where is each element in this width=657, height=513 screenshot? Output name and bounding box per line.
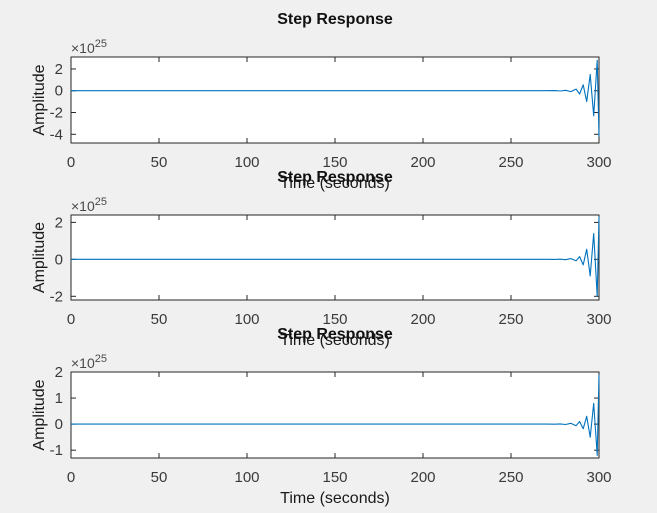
subplot-3-xtick-label: 50 xyxy=(151,469,168,486)
subplot-3-series-line xyxy=(71,374,600,456)
subplot-3-ytick-label: -1 xyxy=(50,442,63,459)
subplot-1-xtick-label: 50 xyxy=(151,154,168,171)
subplot-3-xtick-label: 150 xyxy=(322,469,347,486)
subplot-2-ytick-label: 2 xyxy=(55,214,63,231)
subplot-2-exponent-power: 25 xyxy=(95,196,107,208)
subplot-2-title: Step Response xyxy=(277,169,393,186)
subplot-1-xtick-label: 100 xyxy=(234,154,259,171)
subplot-3-ytick-label: 2 xyxy=(55,364,63,381)
subplot-2-exponent-base: ×10 xyxy=(71,198,95,214)
subplot-3-xtick-label: 0 xyxy=(67,469,75,486)
subplot-2-ytick-label: -2 xyxy=(50,288,63,305)
subplot-1-marks: 0 50 100 150 200 250 300 -4 -2 0 2 xyxy=(50,57,612,171)
subplot-1-exponent-power: 25 xyxy=(95,38,107,50)
subplot-1-series-line xyxy=(71,59,600,137)
subplot-1-ytick-label: -2 xyxy=(50,105,63,122)
subplot-1-xtick-label: 250 xyxy=(498,154,523,171)
subplot-3-exponent: ×1025 xyxy=(71,353,107,371)
subplot-2-exponent: ×1025 xyxy=(71,196,107,214)
subplot-3: Step Response ×1025 0 50 100 150 200 250 300-1… xyxy=(31,326,612,507)
subplot-2-ytick-label: 0 xyxy=(55,251,63,268)
subplot-1-xtick-label: 150 xyxy=(322,154,347,171)
subplot-1-xtick-label: 200 xyxy=(410,154,435,171)
subplot-1-plot-area xyxy=(70,56,600,144)
subplot-3-ylabel: Amplitude xyxy=(31,379,48,450)
subplot-1-xlabel: Time (seconds) xyxy=(280,175,390,192)
subplot-3-exponent-base: ×10 xyxy=(71,355,95,371)
subplot-2-ylabel: Amplitude xyxy=(31,222,48,293)
subplot-1-exponent-base: ×10 xyxy=(71,40,95,56)
subplot-1-exponent: ×1025 xyxy=(71,38,107,56)
subplot-2-series-line xyxy=(71,216,600,297)
subplot-3-xtick-label: 300 xyxy=(586,469,611,486)
subplot-3-xlabel: Time (seconds) xyxy=(280,490,390,507)
subplot-2-xlabel: Time (seconds) xyxy=(280,332,390,349)
subplot-2-xtick-label: 0 xyxy=(67,311,75,328)
subplot-2-plot-area xyxy=(70,214,600,301)
subplot-2-xtick-label: 100 xyxy=(234,311,259,328)
subplot-1-ylabel: Amplitude xyxy=(31,64,48,135)
subplot-2-marks: 0 50 100 150 200 250 300-202 xyxy=(50,214,612,328)
subplot-3-xtick-label: 250 xyxy=(498,469,523,486)
subplot-3-ytick-label: 1 xyxy=(55,390,63,407)
subplot-1-ytick-label: 0 xyxy=(55,83,63,100)
subplot-1-title: Step Response xyxy=(277,11,393,28)
subplot-2: Step Response ×1025 0 50 100 150 200 250 300-2… xyxy=(31,169,612,349)
subplot-3-ytick-label: 0 xyxy=(55,416,63,433)
subplot-3-xtick-label: 100 xyxy=(234,469,259,486)
subplot-3-exponent-power: 25 xyxy=(95,353,107,365)
subplot-2-xtick-label: 150 xyxy=(322,311,347,328)
subplot-2-xtick-label: 200 xyxy=(410,311,435,328)
subplot-1-ytick-label: -4 xyxy=(50,126,63,143)
subplot-1: Step Response ×1025 0 50 100 150 200 250 300-4… xyxy=(31,11,612,192)
subplot-2-xtick-label: 250 xyxy=(498,311,523,328)
subplot-2-xtick-label: 50 xyxy=(151,311,168,328)
subplot-3-xtick-label: 200 xyxy=(410,469,435,486)
subplot-1-xtick-label: 0 xyxy=(67,154,75,171)
subplot-3-plot-area xyxy=(70,371,600,459)
subplot-1-xtick-label: 300 xyxy=(586,154,611,171)
subplot-2-xtick-label: 300 xyxy=(586,311,611,328)
subplot-3-title: Step Response xyxy=(277,326,393,343)
subplot-1-ytick-label: 2 xyxy=(55,61,63,78)
